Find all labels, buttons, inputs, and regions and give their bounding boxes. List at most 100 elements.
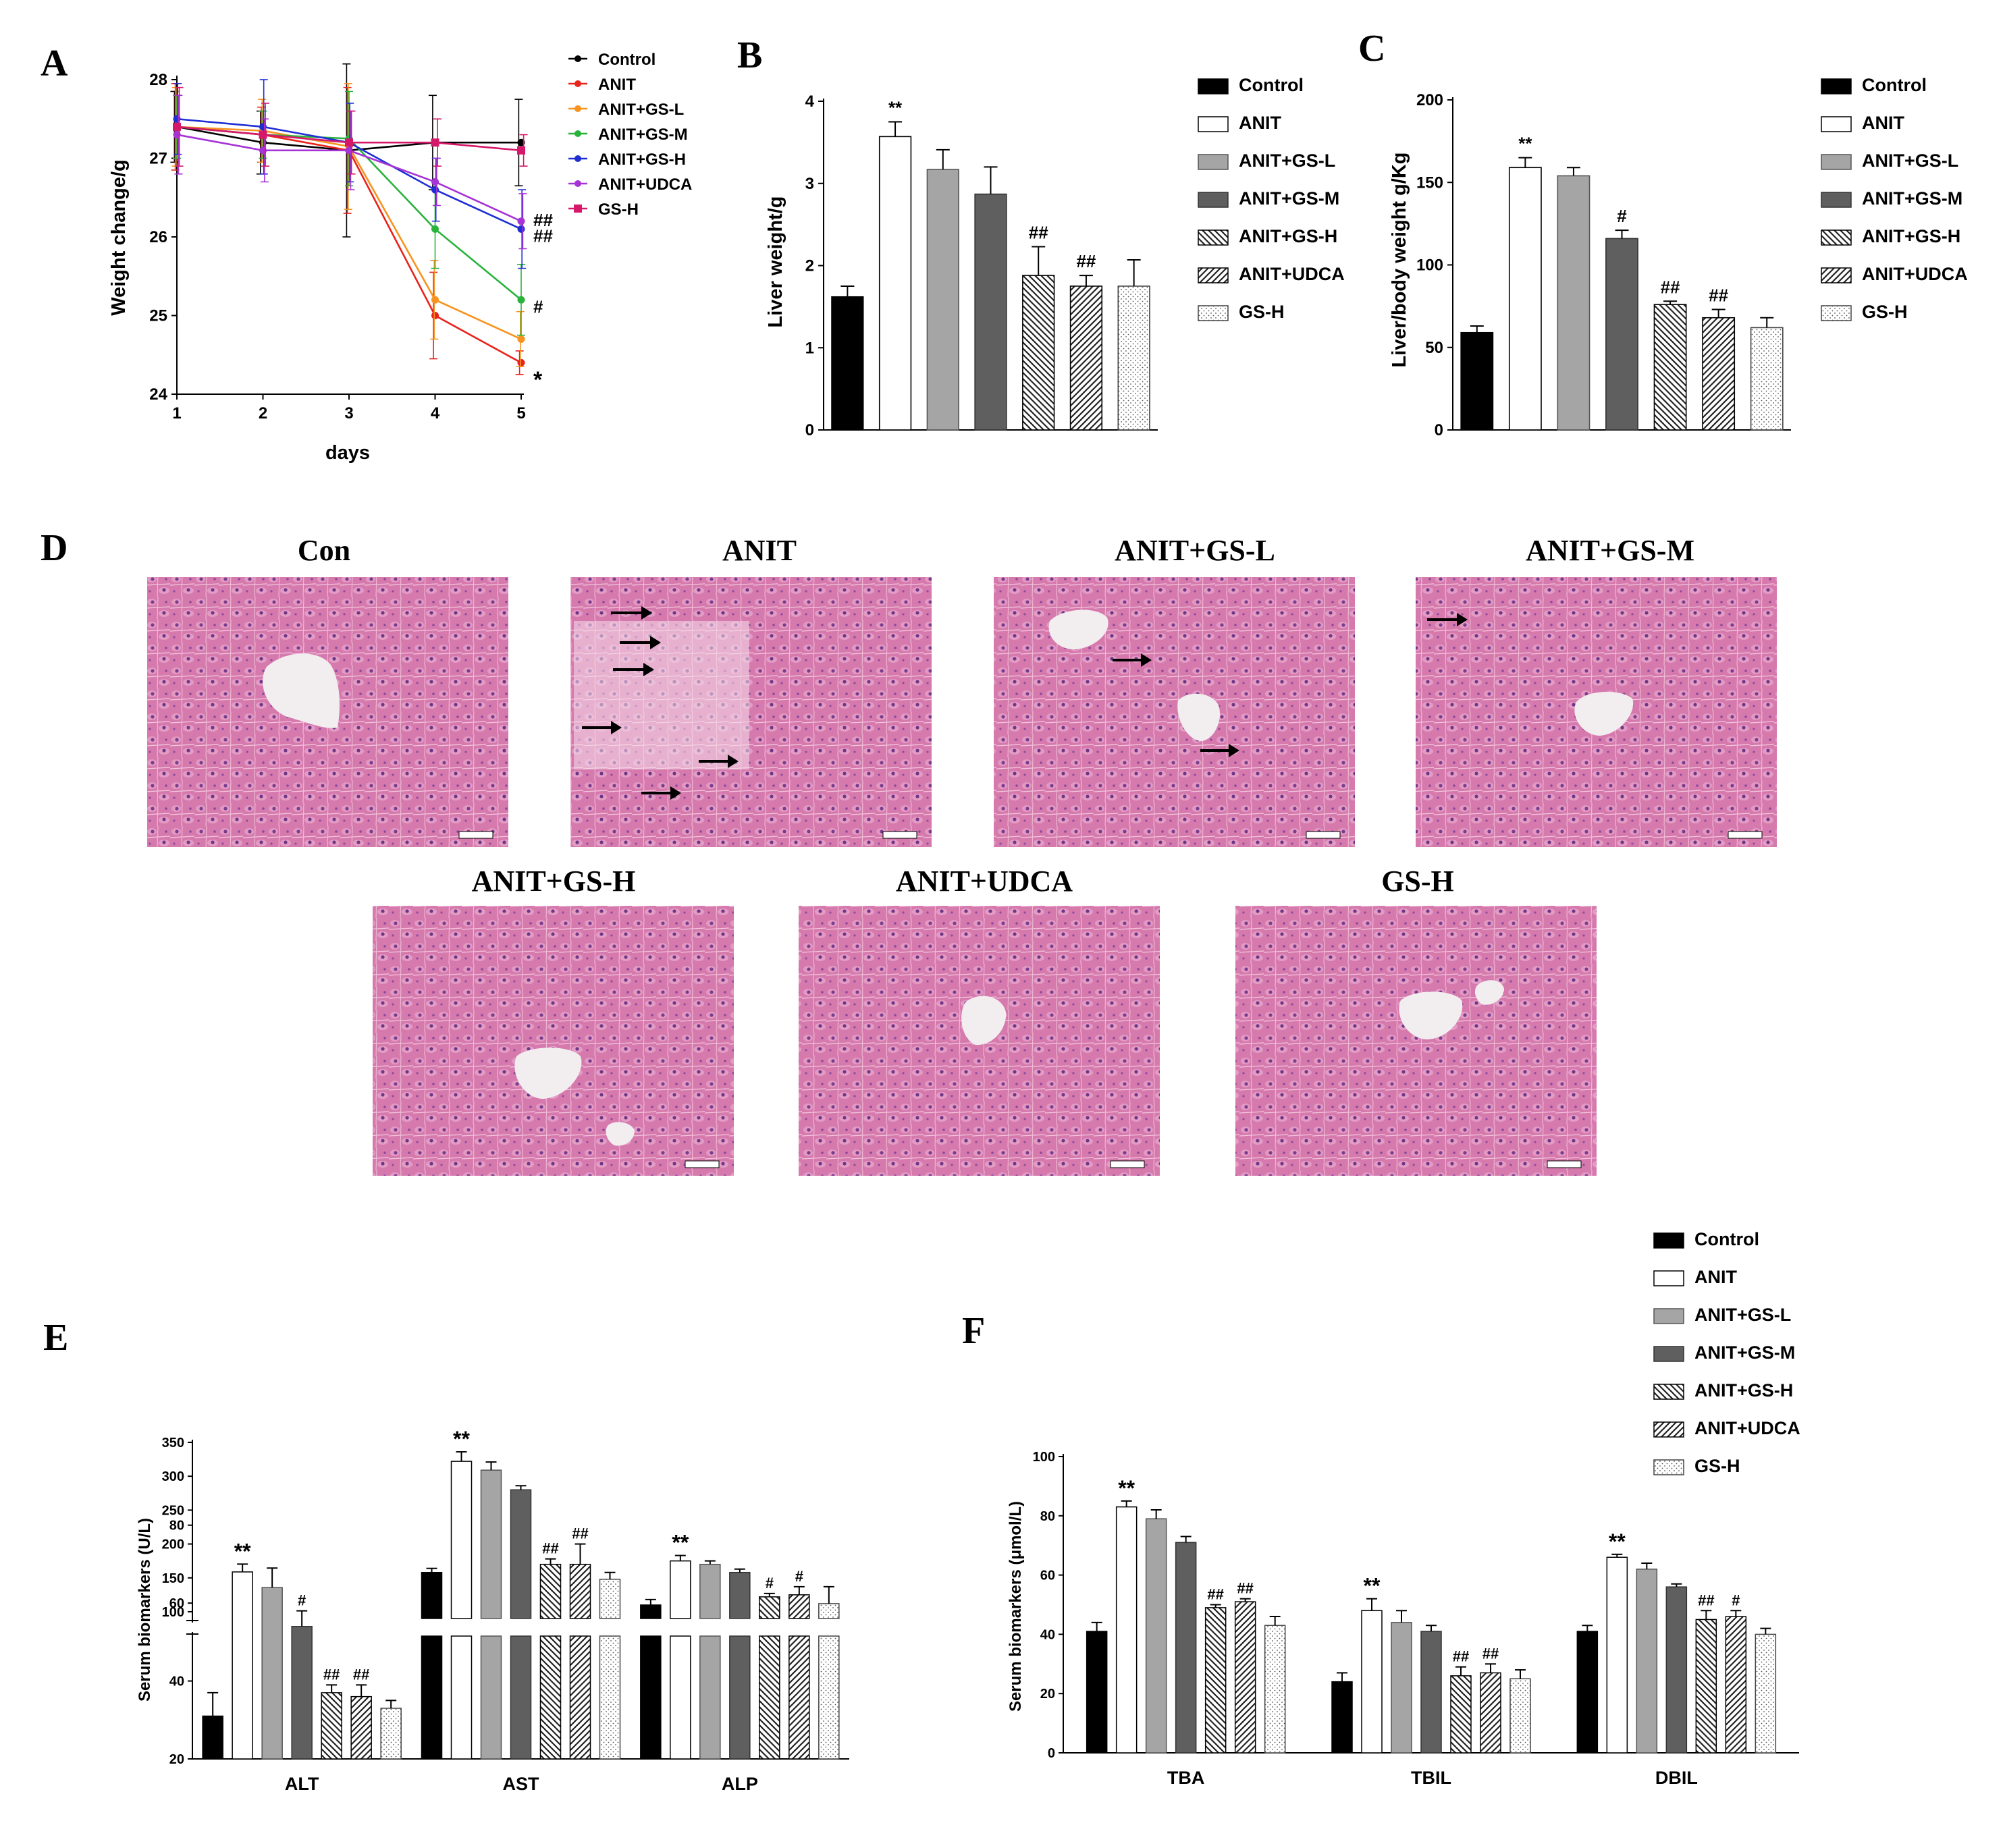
bar-anit-gs-m (1605, 238, 1638, 431)
bar-tba-gs-h (1264, 1625, 1286, 1754)
histo-vessel-gs-h-2 (606, 1122, 635, 1146)
series-point (173, 131, 181, 139)
legend-label-gs-h: GS-H (1694, 1456, 1740, 1476)
bar-alp-gs-h (818, 1603, 840, 1619)
bar-anit (1508, 167, 1542, 431)
histo-gs-h: GS-H (1235, 865, 1597, 1176)
legend-label-anit: ANIT (1239, 113, 1281, 133)
bar-tbil-anit-gs-h (1450, 1675, 1472, 1754)
histo-vessel-gs-m (1574, 691, 1634, 736)
bar-lower-alp-control (640, 1635, 662, 1760)
legend-swatch-anit-udca (1821, 267, 1852, 283)
histo-title-anit-gs-h: ANIT+GS-H (472, 865, 636, 898)
histo-vessel-con (263, 653, 340, 728)
panel-a-series-gs-h (173, 86, 528, 175)
legend-label-control: Control (1862, 75, 1927, 95)
histo-arrow-1 (611, 606, 652, 620)
bar-tbil-gs-h (1509, 1678, 1531, 1754)
legend-swatch-anit-gs-l (1653, 1308, 1684, 1324)
panel-f-category-label: TBA (1167, 1768, 1205, 1788)
panel-e-y-tick-label: 100 (162, 1605, 184, 1620)
panel-b-legend: Control ANIT ANIT+GS-L ANIT+GS-M ANIT+GS-H AN… (1198, 75, 1345, 322)
significance-label: ** (453, 1427, 470, 1451)
legend-marker-control (574, 55, 581, 62)
bar-alp-anit-gs-l (699, 1563, 721, 1619)
panel-a-annotation: ## (533, 225, 553, 246)
panel-b-bar-chart: 0 1 2 3 4 ** ## ## Control ANIT ANIT+GS-L ANIT+GS… (765, 75, 1345, 439)
significance-label: ## (1207, 1586, 1223, 1603)
bar-dbil-anit-gs-h (1695, 1619, 1717, 1754)
legend-swatch-anit (1821, 116, 1852, 132)
histo-title-anit-gs-l: ANIT+GS-L (1115, 534, 1275, 567)
legend-label-anit: ANIT (598, 76, 636, 94)
significance-label: ** (234, 1539, 251, 1563)
histo-image-anit-gs-h (373, 906, 734, 1176)
histo-con: Con (147, 534, 508, 847)
legend-label-anit-gs-m: ANIT+GS-M (1239, 188, 1339, 209)
histo-scalebar-gs-h-only (1547, 1160, 1582, 1168)
series-point (431, 138, 439, 147)
bar-tba-control (1086, 1631, 1108, 1754)
histo-scalebar-anit (882, 831, 917, 839)
bar-lower-alp-anit-gs-h (759, 1635, 780, 1760)
legend-label-anit-gs-h: ANIT+GS-H (1239, 226, 1337, 246)
series-point (431, 225, 439, 233)
bar-control (831, 296, 864, 431)
y-tick-label: 150 (1416, 173, 1443, 192)
histo-scalebar-gs-m (1728, 831, 1763, 839)
histo-vessel-gs-h-1 (514, 1048, 582, 1099)
bar-alp-anit-gs-m (729, 1571, 751, 1619)
bar-lower-ast-control (421, 1635, 443, 1760)
panel-e-y-tick-label: 60 (169, 1596, 184, 1611)
panel-d-histology: Con ANIT ANIT+GS-L ANIT+GS (147, 534, 1777, 1176)
bar-alt-control (202, 1715, 223, 1760)
histo-damage-anit (574, 621, 749, 769)
bar-dbil-anit-gs-m (1665, 1586, 1688, 1754)
bar-control (1460, 331, 1494, 431)
bar-anit-gs-m (974, 193, 1007, 431)
legend-label-control: Control (598, 51, 656, 69)
bar-alt-anit (232, 1571, 253, 1760)
series-point (517, 217, 525, 225)
legend-label-anit-udca: ANIT+UDCA (1239, 264, 1345, 284)
legend-label-anit-gs-l: ANIT+GS-L (1862, 151, 1958, 171)
series-point (517, 138, 525, 146)
bar-ast-anit (450, 1461, 473, 1619)
significance-label: # (766, 1575, 774, 1592)
series-point (431, 296, 439, 304)
bar-alp-anit-gs-h (759, 1596, 780, 1619)
bar-alt-anit-gs-l (261, 1587, 283, 1760)
legend-label-anit-gs-m: ANIT+GS-M (1862, 188, 1962, 209)
histo-image-anit-gs-l (994, 577, 1355, 847)
series-point (517, 146, 525, 155)
panel-a-y-tick-label: 28 (149, 71, 167, 89)
significance-label: # (1617, 206, 1627, 226)
bar-alp-control (640, 1604, 662, 1619)
bar-lower-alp-anit-udca (788, 1635, 810, 1760)
series-point (345, 138, 353, 147)
significance-label: # (1732, 1592, 1740, 1608)
histo-title-anit-gs-m: ANIT+GS-M (1526, 534, 1694, 567)
panel-a-x-tick-label: 2 (259, 404, 267, 423)
panel-a-series-anit-gs-l (171, 83, 525, 368)
histo-scalebar-gs-h (685, 1160, 720, 1168)
panel-a-x-tick-label: 3 (344, 404, 353, 423)
legend-label-gs-h: GS-H (1862, 302, 1908, 322)
bar-ast-control (421, 1571, 443, 1619)
bar-anit-gs-l (1557, 175, 1590, 431)
legend-label-anit-udca: ANIT+UDCA (1862, 264, 1968, 284)
bar-ast-anit-gs-l (480, 1469, 502, 1619)
panel-a-y-tick-label: 25 (149, 307, 167, 325)
bar-lower-alp-anit (670, 1635, 691, 1760)
legend-swatch-anit-udca (1198, 267, 1229, 283)
legend-label-anit: ANIT (1862, 113, 1904, 133)
histo-image-gs-h (1235, 906, 1597, 1176)
panel-e-y-tick-label: 250 (162, 1503, 184, 1518)
y-tick-label: 3 (805, 175, 814, 193)
series-point (517, 358, 525, 366)
significance-label: ** (1364, 1574, 1381, 1598)
panel-a-y-tick-label: 26 (149, 228, 167, 246)
legend-label-anit-udca: ANIT+UDCA (598, 175, 692, 194)
histo-vessel-udca (961, 996, 1007, 1045)
legend-marker-anit-gs-l (574, 105, 581, 112)
